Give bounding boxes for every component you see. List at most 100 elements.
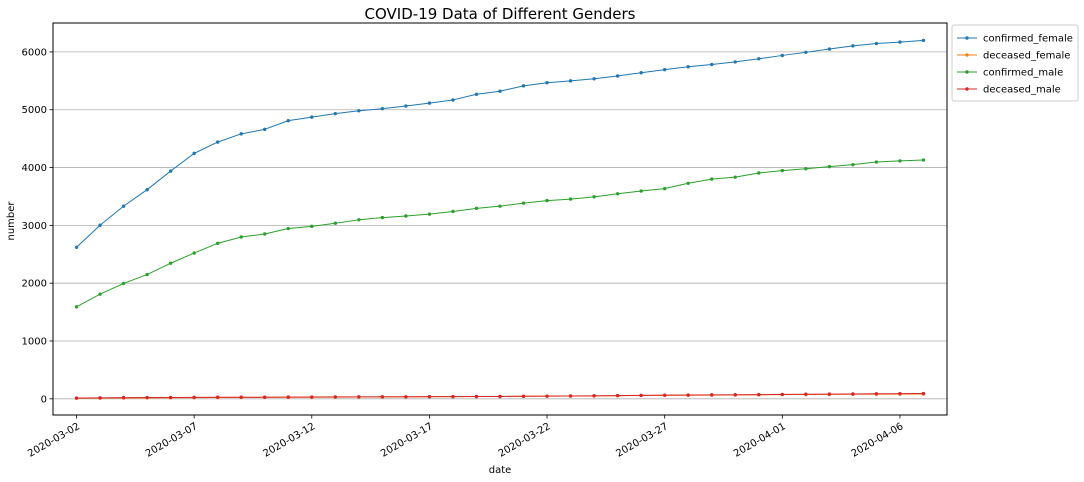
y-tick-label: 0 [41, 394, 47, 405]
series-confirmed-female [74, 38, 926, 249]
data-point [898, 391, 902, 396]
data-point [898, 40, 902, 44]
data-point [380, 215, 385, 220]
data-point [686, 393, 690, 397]
data-point [592, 394, 596, 398]
data-point [168, 261, 173, 265]
data-point [662, 186, 667, 191]
data-point [827, 47, 832, 51]
data-point [333, 111, 338, 116]
data-point [263, 232, 267, 236]
data-point [592, 195, 596, 199]
y-tick-label: 1000 [22, 336, 47, 347]
data-point [474, 394, 479, 399]
data-point [780, 168, 785, 173]
legend-label: deceased_male [983, 85, 1061, 96]
data-point [404, 214, 408, 218]
x-axis: 2020-03-02 2020-03-07 2020-03-12 2020-03-17… [26, 415, 905, 460]
data-point [757, 171, 761, 175]
y-tick-label: 2000 [22, 279, 47, 290]
data-point [145, 187, 149, 192]
data-point [263, 395, 267, 399]
legend-item: deceased_female [957, 51, 1070, 62]
data-point [686, 65, 690, 69]
y-tick-label: 4000 [22, 163, 47, 174]
data-point [733, 60, 737, 64]
data-point [192, 251, 196, 255]
data-point [98, 396, 102, 400]
data-point [474, 206, 479, 211]
series-layer [74, 38, 926, 400]
data-point [98, 292, 102, 296]
series-confirmed-male [74, 158, 926, 309]
data-point [545, 198, 549, 203]
data-point [898, 159, 902, 163]
data-point [851, 44, 855, 48]
legend-label: confirmed_female [983, 34, 1073, 45]
plot-frame [52, 22, 948, 416]
legend-label: deceased_female [983, 51, 1070, 62]
data-point [592, 77, 596, 81]
data-point [639, 189, 643, 193]
data-point [639, 393, 643, 398]
y-tick-label: 3000 [22, 221, 47, 232]
data-point [498, 394, 502, 399]
x-tick-label: 2020-04-06 [850, 421, 906, 460]
x-tick-label: 2020-03-12 [261, 421, 317, 460]
data-point [827, 164, 832, 169]
legend-item: confirmed_male [957, 68, 1063, 79]
data-point [192, 395, 196, 400]
series-deceased-male [74, 391, 926, 400]
data-point [710, 393, 714, 397]
legend: confirmed_female deceased_female confirmed… [951, 24, 1079, 102]
data-point [427, 101, 432, 105]
data-point [474, 92, 479, 96]
data-point [921, 158, 926, 162]
data-point [780, 53, 785, 58]
data-point [263, 127, 267, 132]
data-point [451, 394, 455, 399]
x-tick-label: 2020-03-22 [497, 421, 553, 460]
data-point [74, 305, 79, 309]
data-point [404, 395, 408, 399]
data-point [615, 393, 620, 398]
data-point [827, 392, 832, 396]
chart-title: COVID-19 Data of Different Genders [365, 5, 636, 23]
data-point [215, 241, 220, 246]
data-point [733, 393, 737, 397]
data-point [662, 393, 667, 397]
x-tick-label: 2020-03-02 [26, 421, 82, 460]
data-point [710, 177, 714, 181]
y-axis: 0 1000 2000 3000 4000 5000 6000 [22, 47, 53, 405]
data-point [498, 204, 502, 208]
data-point [686, 181, 690, 185]
legend-marker [965, 87, 969, 91]
data-point [521, 201, 526, 205]
data-point [874, 392, 879, 396]
data-point [874, 160, 879, 164]
data-point [121, 281, 126, 286]
data-point [215, 140, 220, 144]
y-tick-label: 5000 [22, 105, 47, 116]
data-point [121, 395, 126, 400]
data-point [521, 84, 526, 88]
data-point [804, 50, 808, 55]
data-point [757, 57, 761, 61]
x-tick-label: 2020-03-27 [614, 421, 670, 460]
data-point [451, 98, 455, 102]
data-point [874, 41, 879, 46]
data-point [568, 197, 573, 201]
data-point [733, 175, 737, 179]
x-tick-label: 2020-03-17 [379, 421, 435, 460]
data-point [168, 395, 173, 400]
data-point [662, 67, 667, 72]
data-point [545, 394, 549, 398]
data-point [121, 204, 126, 208]
data-point [545, 81, 549, 85]
data-point [333, 395, 338, 399]
data-point [310, 115, 314, 119]
legend-label: confirmed_male [983, 68, 1063, 79]
data-point [239, 132, 243, 136]
data-point [427, 212, 432, 216]
data-point [145, 272, 149, 277]
